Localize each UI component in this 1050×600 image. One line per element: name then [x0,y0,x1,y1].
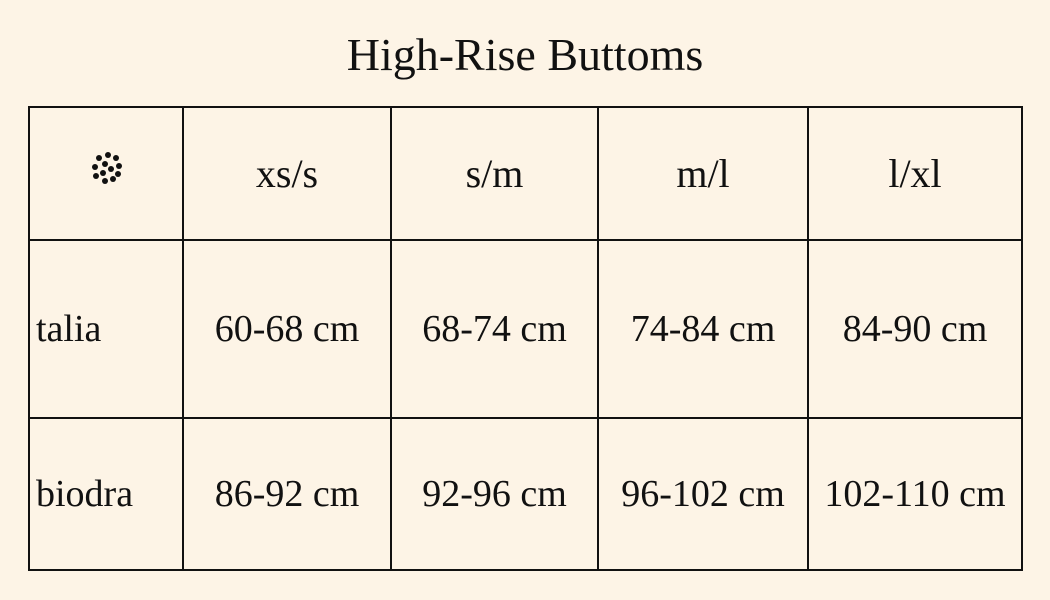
table-row: biodra 86-92 cm 92-96 cm 96-102 cm 102-1… [28,417,1023,571]
size-header: m/l [597,106,809,241]
table-cell: 68-74 cm [390,239,599,419]
dotted-circle-icon [86,149,126,189]
size-header: s/m [390,106,599,241]
table-cell: 74-84 cm [597,239,809,419]
row-label: talia [28,239,184,419]
size-table: xs/s s/m m/l l/xl talia 60-68 cm 68-74 c… [28,106,1023,571]
header-row: xs/s s/m m/l l/xl [28,106,1023,241]
table-cell: 86-92 cm [182,417,392,571]
table-cell: 84-90 cm [807,239,1023,419]
table-cell: 92-96 cm [390,417,599,571]
table-cell: 60-68 cm [182,239,392,419]
table-cell: 102-110 cm [807,417,1023,571]
row-label: biodra [28,417,184,571]
table-row: talia 60-68 cm 68-74 cm 74-84 cm 84-90 c… [28,239,1023,419]
page-title: High-Rise Buttoms [346,29,704,80]
size-header: l/xl [807,106,1023,241]
corner-cell [28,106,184,241]
size-header: xs/s [182,106,392,241]
table-cell: 96-102 cm [597,417,809,571]
